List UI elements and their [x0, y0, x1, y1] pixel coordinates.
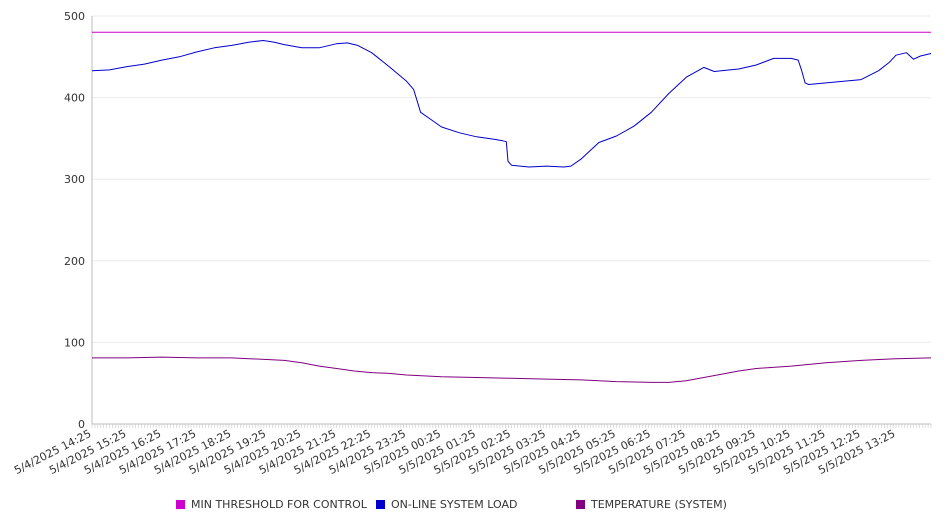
- legend-item-temperature-system: TEMPERATURE (SYSTEM): [576, 498, 727, 511]
- legend-item-min-threshold: MIN THRESHOLD FOR CONTROL: [176, 498, 367, 511]
- series-lines: [91, 31, 932, 383]
- series-temperature-system: [92, 356, 932, 383]
- y-tick-label: 200: [64, 255, 85, 268]
- axes: [91, 16, 932, 428]
- legend-label: MIN THRESHOLD FOR CONTROL: [191, 498, 367, 511]
- y-axis-ticks: 0 100 200 300 400 500: [64, 10, 85, 431]
- legend-swatch: [176, 500, 185, 509]
- x-minor-ticks: [91, 424, 932, 428]
- y-tick-label: 300: [64, 173, 85, 186]
- legend-swatch: [576, 500, 585, 509]
- legend-label: TEMPERATURE (SYSTEM): [591, 498, 727, 511]
- y-tick-label: 100: [64, 336, 85, 349]
- y-tick-label: 400: [64, 92, 85, 105]
- y-tick-label: 500: [64, 10, 85, 23]
- series-online-system-load: [91, 40, 932, 168]
- legend-label: ON-LINE SYSTEM LOAD: [391, 498, 518, 511]
- grid: [92, 15, 931, 343]
- x-axis-ticks: 5/4/2025 14:255/4/2025 15:255/4/2025 16:…: [12, 427, 897, 477]
- legend-swatch: [376, 500, 385, 509]
- y-tick-label: 0: [78, 418, 85, 431]
- legend-item-online-system-load: ON-LINE SYSTEM LOAD: [376, 498, 517, 511]
